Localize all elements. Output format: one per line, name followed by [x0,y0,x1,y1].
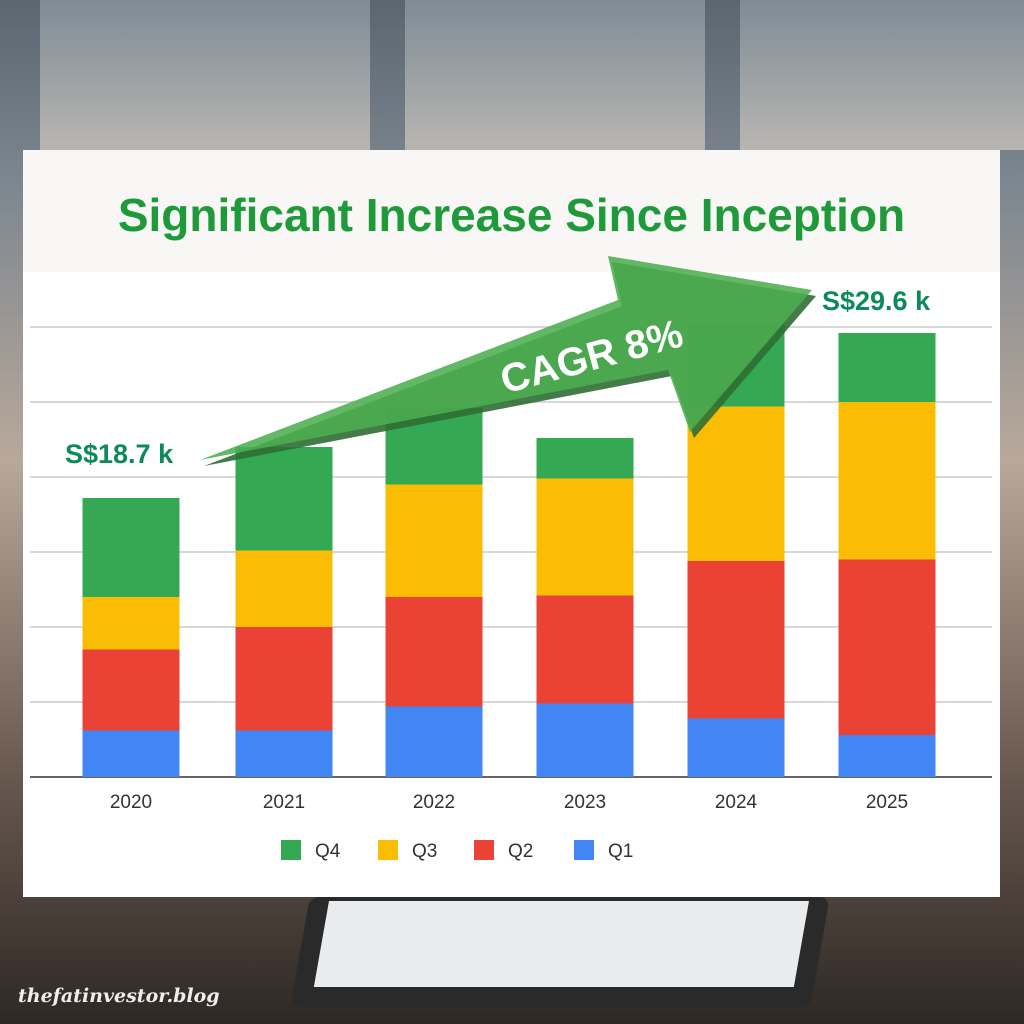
legend-swatch-q4 [281,840,301,860]
legend-swatch-q1 [574,840,594,860]
bar-q2-2020 [82,649,180,731]
bar-q4-2023 [536,438,634,479]
bar-q3-2021 [235,550,333,627]
chart-card: Significant Increase Since Inception [23,150,1000,897]
bar-q2-2025 [838,559,936,735]
cagr-arrow [200,256,812,460]
legend-label-q2: Q2 [508,841,533,862]
bar-q3-2020 [82,597,180,650]
bar-q2-2021 [235,627,333,731]
x-tick-label: 2024 [715,792,758,813]
bar-q3-2024 [687,406,785,561]
legend-label-q1: Q1 [608,841,633,862]
bar-q4-2025 [838,333,936,402]
bar-q4-2020 [82,498,180,597]
window-bg-right [740,0,1024,150]
x-tick-label: 2021 [263,792,305,813]
end-value-label: S$29.6 k [822,286,931,316]
bar-q1-2022 [385,706,483,777]
start-value-label: S$18.7 k [65,439,174,469]
bar-q3-2022 [385,484,483,597]
x-tick-label: 2025 [866,792,908,813]
x-tick-label: 2020 [110,792,152,813]
x-tick-label: 2023 [564,792,606,813]
title-band [23,150,1000,272]
bar-q2-2024 [687,561,785,719]
bar-q3-2023 [536,478,634,596]
bar-q2-2022 [385,597,483,707]
bar-q2-2023 [536,595,634,704]
bar-q4-2021 [235,447,333,551]
bar-q3-2025 [838,402,936,560]
bar-q1-2024 [687,718,785,777]
legend-swatch-q2 [474,840,494,860]
watermark: thefatinvestor.blog [18,985,220,1007]
bar-q1-2023 [536,703,634,777]
window-bg-mid [405,0,705,150]
window-bg-left [40,0,370,150]
x-tick-label: 2022 [413,792,455,813]
chart-title: Significant Increase Since Inception [117,189,906,241]
bar-q1-2021 [235,730,333,777]
legend-label-q3: Q3 [412,841,437,862]
bar-q1-2025 [838,735,936,777]
bar-q1-2020 [82,730,180,777]
legend-label-q4: Q4 [315,841,341,862]
legend-swatch-q3 [378,840,398,860]
